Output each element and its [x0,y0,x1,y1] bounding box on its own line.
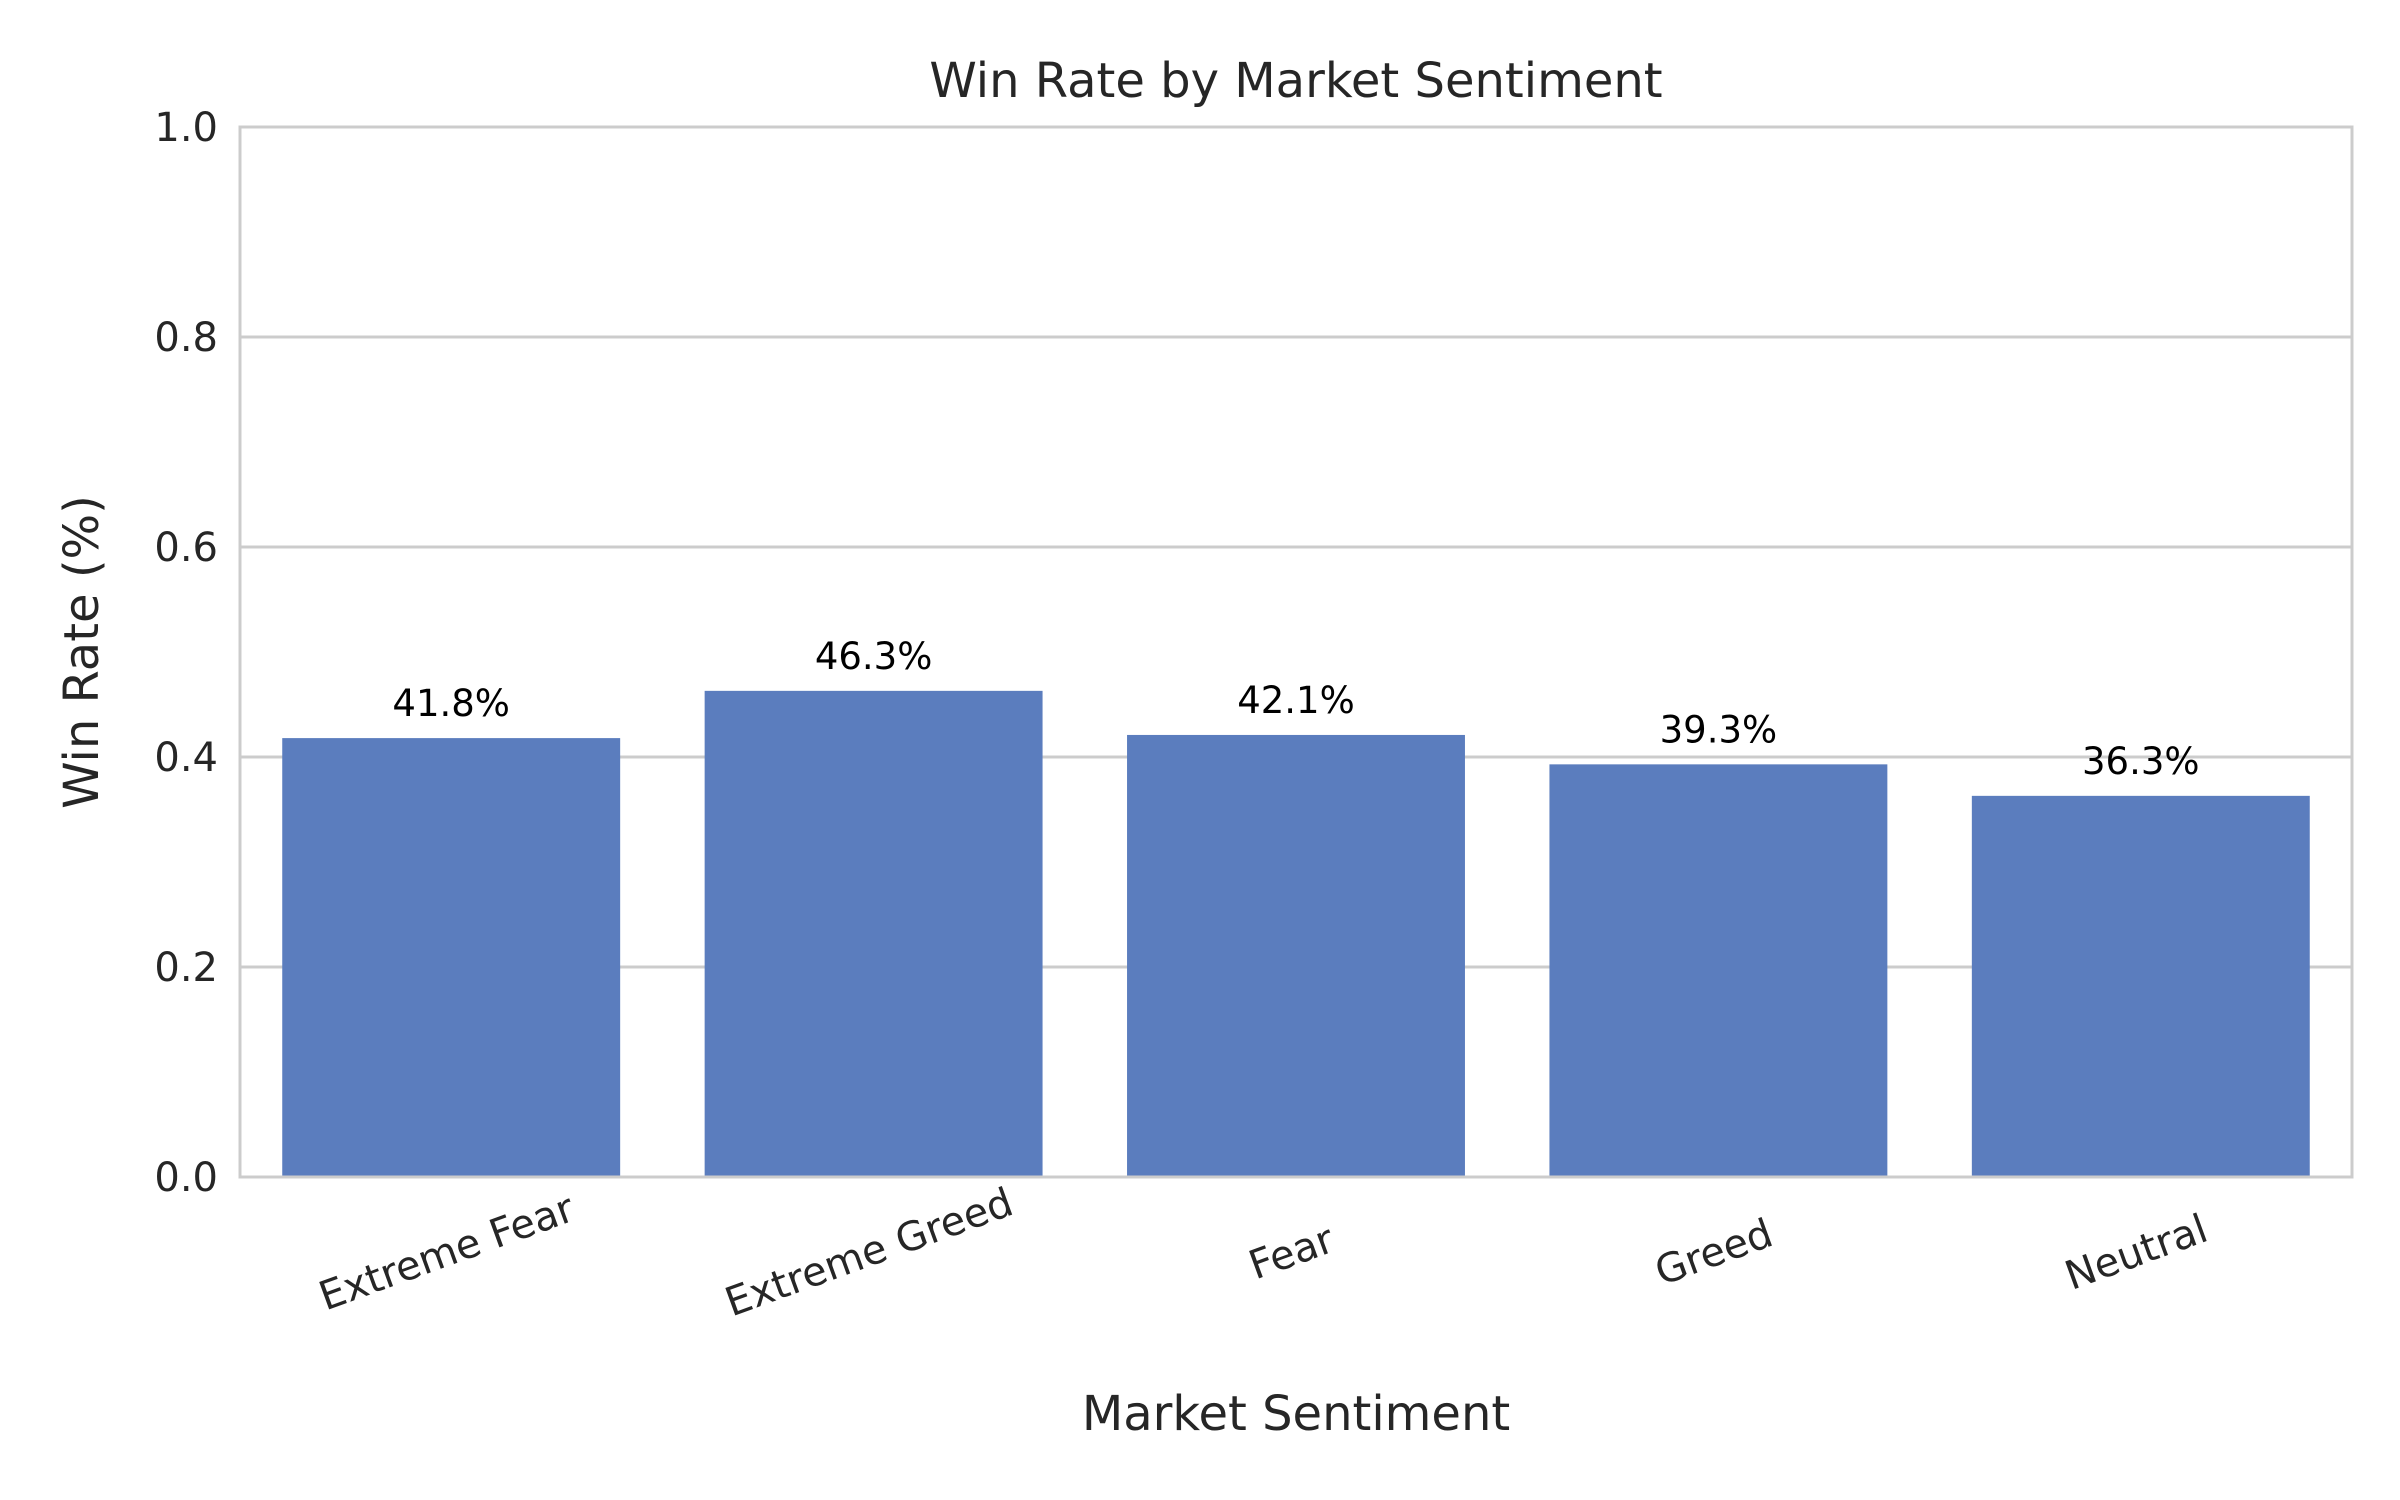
y-tick-label: 0.0 [154,1155,218,1201]
chart-title: Win Rate by Market Sentiment [929,53,1662,109]
data-label: 36.3% [2082,740,2200,783]
bar [1549,764,1888,1177]
bar [282,738,621,1177]
plot-frame [238,125,2354,1179]
bars [282,690,2310,1177]
x-tick-label: Extreme Greed [719,1179,1019,1326]
y-tick-label: 0.8 [154,315,218,361]
y-tick-label: 0.2 [154,945,218,991]
x-axis-label: Market Sentiment [1082,1386,1510,1442]
x-tick-label: Neutral [2059,1206,2213,1300]
x-tick-label: Extreme Fear [313,1185,581,1320]
data-labels: 41.8% 46.3% 42.1% 39.3% 36.3% [392,635,2199,783]
y-tick-label: 0.6 [154,525,218,571]
y-tick-label: 1.0 [154,105,218,151]
bar [1127,734,1465,1177]
y-tick-labels: 0.0 0.2 0.4 0.6 0.8 1.0 [154,105,218,1201]
plot-border [238,125,2354,1179]
x-tick-label: Fear [1243,1216,1340,1289]
data-label: 42.1% [1237,679,1355,722]
data-label: 46.3% [815,635,933,678]
data-label: 41.8% [392,682,510,725]
x-tick-labels: Extreme Fear Extreme Greed Fear Greed Neutra… [313,1179,2213,1326]
bar [1971,795,2310,1177]
bar [704,690,1043,1177]
x-tick-label: Greed [1649,1210,1779,1295]
y-tick-label: 0.4 [154,735,218,781]
y-axis-label: Win Rate (%) [54,495,110,809]
data-label: 39.3% [1660,708,1778,751]
